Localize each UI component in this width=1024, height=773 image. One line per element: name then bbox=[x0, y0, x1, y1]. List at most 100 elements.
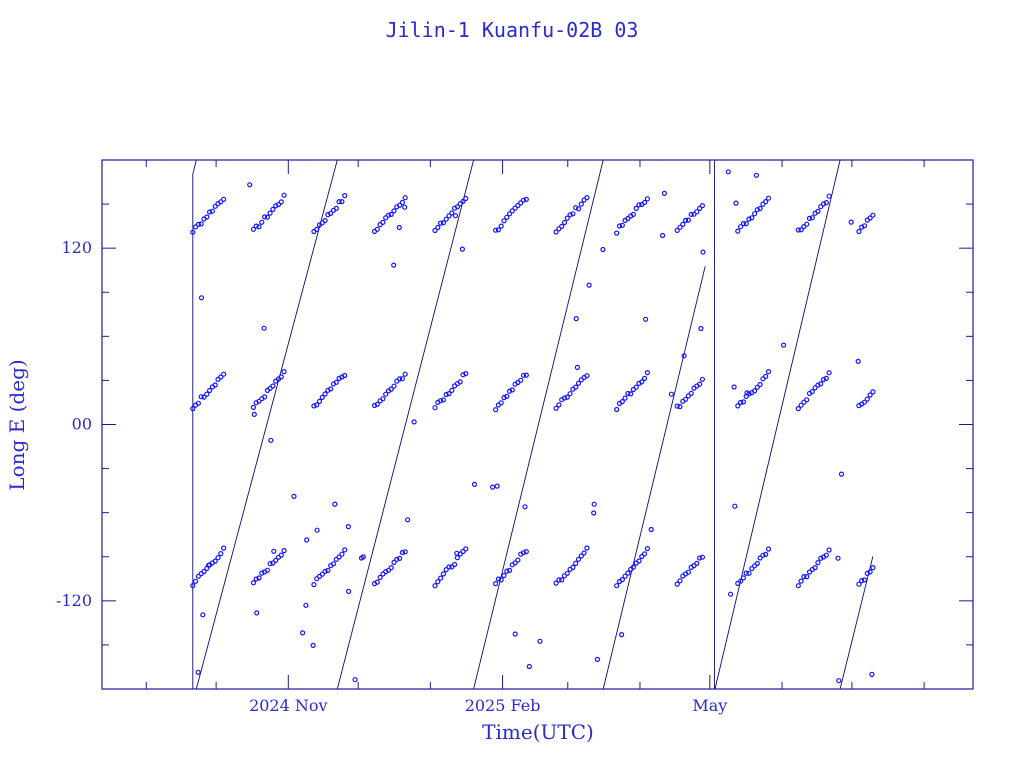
longitude-marker bbox=[215, 555, 221, 561]
longitude-marker bbox=[190, 406, 196, 412]
longitude-marker bbox=[625, 390, 631, 397]
longitude-marker bbox=[250, 580, 256, 586]
longitude-marker bbox=[438, 220, 444, 226]
longitude-marker bbox=[575, 556, 582, 562]
longitude-marker bbox=[463, 546, 469, 552]
longitude-marker bbox=[648, 526, 654, 533]
longitude-marker bbox=[218, 199, 224, 205]
longitude-marker bbox=[515, 557, 521, 563]
longitude-marker bbox=[498, 400, 504, 406]
longitude-marker bbox=[493, 580, 499, 587]
longitude-marker bbox=[195, 221, 201, 227]
longitude-marker bbox=[869, 671, 875, 678]
longitude-trace bbox=[714, 159, 874, 690]
longitude-marker bbox=[195, 669, 201, 675]
y-axis-ticks: 120 00 -120 bbox=[56, 203, 973, 646]
longitude-marker bbox=[446, 564, 452, 570]
longitude-marker bbox=[856, 228, 862, 235]
longitude-marker bbox=[512, 205, 518, 211]
longitude-marker bbox=[504, 214, 510, 220]
longitude-marker bbox=[200, 612, 206, 618]
longitude-marker bbox=[247, 182, 253, 188]
longitude-marker bbox=[201, 394, 207, 400]
longitude-marker bbox=[377, 574, 383, 581]
longitude-marker bbox=[339, 199, 345, 205]
longitude-marker bbox=[639, 379, 645, 385]
longitude-marker bbox=[642, 316, 649, 322]
longitude-marker bbox=[342, 547, 348, 553]
longitude-marker bbox=[677, 224, 683, 230]
longitude-marker bbox=[520, 550, 527, 556]
longitude-marker bbox=[520, 197, 527, 203]
longitude-marker bbox=[443, 391, 449, 398]
longitude-marker bbox=[685, 569, 692, 575]
longitude-marker bbox=[267, 210, 273, 216]
longitude-marker bbox=[352, 677, 358, 683]
longitude-marker bbox=[622, 395, 628, 401]
longitude-marker bbox=[754, 384, 760, 390]
longitude-marker bbox=[591, 501, 597, 507]
longitude-marker bbox=[575, 206, 582, 212]
longitude-marker bbox=[553, 229, 559, 235]
longitude-marker bbox=[399, 549, 405, 556]
longitude-marker bbox=[754, 207, 760, 213]
longitude-marker bbox=[471, 481, 478, 487]
longitude-marker bbox=[823, 200, 829, 206]
longitude-marker bbox=[526, 663, 532, 670]
longitude-marker bbox=[749, 215, 755, 221]
longitude-marker bbox=[561, 573, 568, 579]
longitude-marker bbox=[345, 523, 351, 530]
longitude-marker bbox=[339, 551, 345, 557]
longitude-marker bbox=[518, 377, 524, 383]
longitude-marker bbox=[674, 581, 680, 587]
longitude-marker bbox=[567, 391, 573, 397]
longitude-marker bbox=[391, 262, 397, 268]
longitude-marker bbox=[495, 227, 501, 233]
longitude-marker bbox=[751, 388, 758, 394]
longitude-marker bbox=[261, 325, 267, 331]
longitude-marker bbox=[594, 656, 601, 663]
longitude-marker bbox=[452, 213, 459, 219]
longitude-marker bbox=[507, 211, 513, 217]
longitude-marker bbox=[625, 570, 631, 576]
longitude-marker bbox=[411, 419, 417, 425]
longitude-marker bbox=[765, 369, 772, 375]
longitude-marker bbox=[250, 404, 256, 410]
longitude-marker bbox=[757, 381, 763, 388]
longitude-marker bbox=[746, 570, 752, 576]
longitude-marker bbox=[699, 554, 706, 560]
longitude-marker bbox=[452, 561, 458, 568]
longitude-marker bbox=[820, 376, 827, 383]
longitude-marker bbox=[399, 376, 405, 382]
longitude-marker bbox=[346, 588, 352, 595]
longitude-marker bbox=[806, 569, 813, 575]
x-tick-label: 2025 Feb bbox=[465, 696, 541, 715]
longitude-marker bbox=[332, 501, 338, 507]
y-axis-label: Long E (deg) bbox=[5, 359, 29, 490]
longitude-marker bbox=[440, 220, 446, 226]
longitude-marker bbox=[385, 212, 392, 218]
longitude-marker bbox=[322, 391, 328, 397]
longitude-marker bbox=[564, 215, 570, 221]
x-axis-label: Time(UTC) bbox=[482, 720, 594, 744]
longitude-marker bbox=[256, 575, 262, 581]
longitude-marker bbox=[391, 208, 397, 214]
longitude-marker bbox=[630, 564, 637, 570]
longitude-marker bbox=[463, 195, 469, 202]
longitude-marker bbox=[619, 576, 625, 583]
longitude-marker bbox=[212, 558, 218, 564]
longitude-marker bbox=[685, 217, 692, 223]
longitude-marker bbox=[328, 386, 334, 392]
longitude-marker bbox=[691, 211, 697, 217]
longitude-marker bbox=[765, 546, 772, 552]
longitude-marker bbox=[193, 578, 199, 584]
longitude-marker bbox=[504, 568, 510, 574]
longitude-marker bbox=[209, 208, 215, 214]
y-tick-label: 120 bbox=[61, 238, 92, 257]
longitude-marker bbox=[636, 202, 642, 208]
longitude-marker bbox=[578, 553, 584, 559]
longitude-marker bbox=[867, 392, 873, 398]
longitude-marker bbox=[740, 575, 747, 581]
longitude-marker bbox=[443, 566, 449, 573]
